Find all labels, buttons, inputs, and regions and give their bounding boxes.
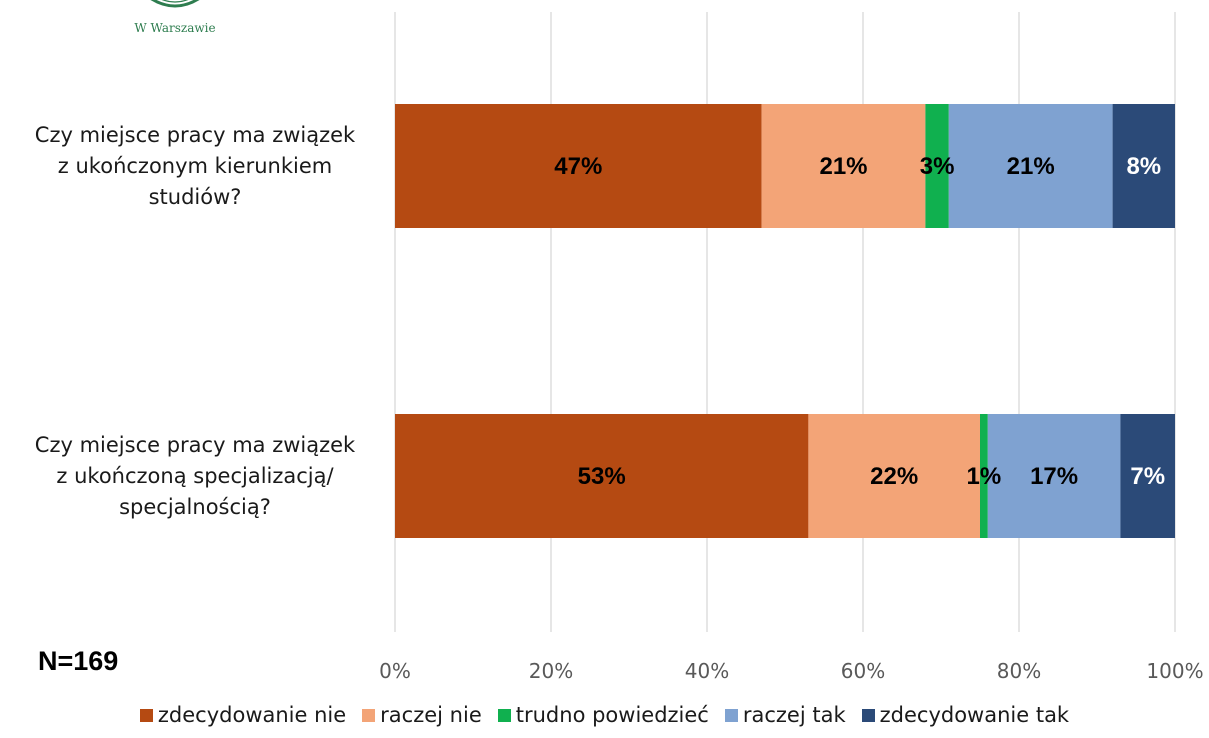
legend-item: zdecydowanie tak <box>861 703 1070 727</box>
bar-segment <box>948 104 1113 228</box>
data-label: 21% <box>1007 153 1055 180</box>
x-axis-ticks: 0% 20% 40% 60% 80% 100% <box>379 659 1203 683</box>
data-label: 17% <box>1030 463 1078 490</box>
legend-item: raczej tak <box>724 703 846 727</box>
legend-label: zdecydowanie tak <box>879 703 1070 727</box>
legend-swatch <box>362 708 376 722</box>
bar-segment <box>925 104 949 228</box>
data-label: 8% <box>1126 153 1161 180</box>
bar-segment <box>1120 414 1175 538</box>
bar-segment <box>395 414 809 538</box>
category-label-line: Czy miejsce pracy ma związek <box>34 433 356 457</box>
legend-item: raczej nie <box>362 703 482 727</box>
legend-label: raczej nie <box>380 703 482 727</box>
x-tick-label: 60% <box>841 659 885 683</box>
bar-segment <box>761 104 926 228</box>
legend-swatch <box>497 708 511 722</box>
legend-label: zdecydowanie nie <box>157 703 347 727</box>
legend-swatch <box>861 708 875 722</box>
legend-label: trudno powiedzieć <box>515 703 709 727</box>
bar-segment <box>987 414 1121 538</box>
legend-swatch <box>139 708 153 722</box>
category-label-line: z ukończoną specjalizacją/ <box>56 464 334 488</box>
data-label: 53% <box>578 463 626 490</box>
category-label: Czy miejsce pracy ma związek z ukończonym… <box>10 120 380 213</box>
bar-segment <box>808 414 980 538</box>
bars <box>395 104 1175 538</box>
bar-labels: 47% 21% 3% 21% 8% 53% 22% 1% 17% 7% <box>554 153 1165 490</box>
university-logo: W Warszawie <box>134 0 216 35</box>
category-label-line: studiów? <box>148 185 242 209</box>
category-label-line: Czy miejsce pracy ma związek <box>34 123 356 147</box>
data-label: 22% <box>870 463 918 490</box>
data-label: 47% <box>554 153 602 180</box>
x-tick-label: 80% <box>997 659 1041 683</box>
legend-item: trudno powiedzieć <box>497 703 709 727</box>
data-label: 3% <box>920 153 955 180</box>
bar-segment <box>1112 104 1175 228</box>
category-label: Czy miejsce pracy ma związek z ukończoną … <box>10 430 380 523</box>
x-tick-label: 40% <box>685 659 729 683</box>
data-label: 21% <box>819 153 867 180</box>
data-label: 7% <box>1130 463 1165 490</box>
x-tick-label: 0% <box>379 659 411 683</box>
legend-swatch <box>724 708 738 722</box>
category-label-line: specjalnością? <box>119 495 271 519</box>
data-label: 1% <box>967 463 1002 490</box>
legend: zdecydowanie nie raczej nie trudno powiedz… <box>0 703 1209 727</box>
legend-label: raczej tak <box>742 703 846 727</box>
legend-item: zdecydowanie nie <box>139 703 347 727</box>
bar-segment <box>980 414 988 538</box>
x-tick-label: 20% <box>529 659 573 683</box>
bar-segment <box>395 104 762 228</box>
sample-size-label: N=169 <box>38 646 119 676</box>
category-label-line: z ukończonym kierunkiem <box>57 154 333 178</box>
logo-text: W Warszawie <box>134 21 215 35</box>
x-tick-label: 100% <box>1146 659 1203 683</box>
